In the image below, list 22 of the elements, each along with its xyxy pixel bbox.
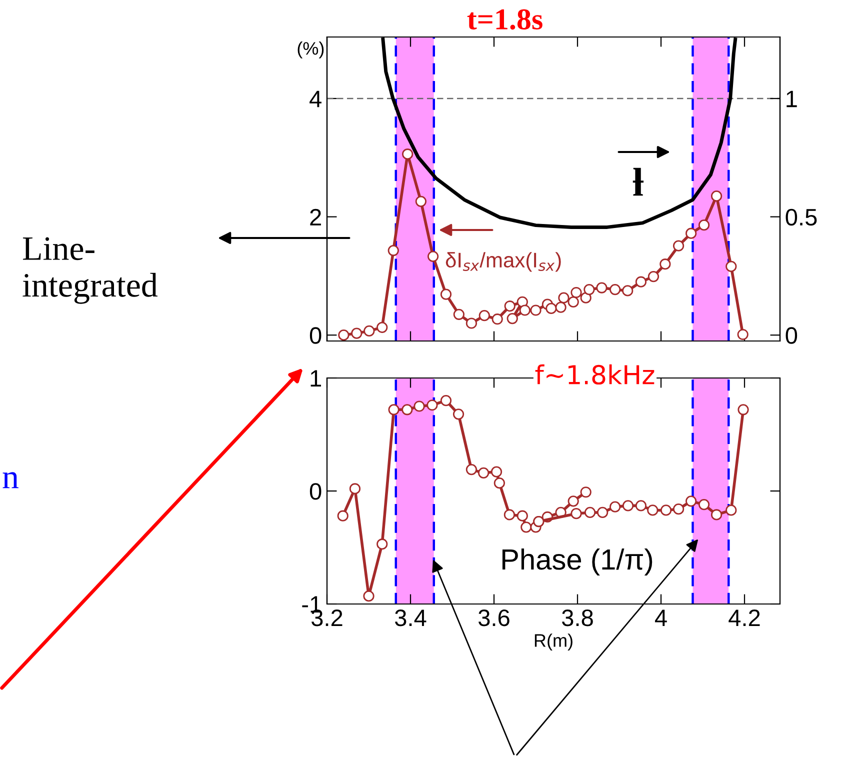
annotation: ƚ	[632, 168, 644, 196]
x-axis-title: R(m)	[534, 634, 572, 650]
annotation: f~1.8kHz	[535, 364, 654, 385]
text: Line- integrated	[22, 237, 158, 304]
annotation: δI$_{sx}$/max(I$_{sx}$)	[446, 252, 561, 272]
y-axis-title: (%)	[298, 42, 324, 58]
text: n	[2, 472, 18, 488]
chart-title: t=1.8s	[467, 9, 542, 30]
y2-tick-label: 0	[786, 327, 798, 344]
x-tick-label: 3.6	[478, 609, 510, 626]
y-tick-label: 1	[310, 370, 321, 387]
x-tick-label: 4.2	[728, 609, 760, 626]
x-tick-label: 4	[654, 610, 667, 626]
y-tick-label: 0	[310, 327, 322, 344]
annotation: Phase (1/π)	[502, 548, 652, 576]
x-tick-label: 3.8	[562, 609, 593, 626]
x-tick-label: 3.4	[394, 609, 426, 626]
y-tick-label: 4	[310, 90, 322, 108]
y-tick-label: 2	[310, 208, 321, 226]
y-tick-label: 0	[310, 483, 322, 500]
y2-tick-label: 0.5	[786, 208, 817, 226]
y2-tick-label: 1	[786, 90, 797, 108]
